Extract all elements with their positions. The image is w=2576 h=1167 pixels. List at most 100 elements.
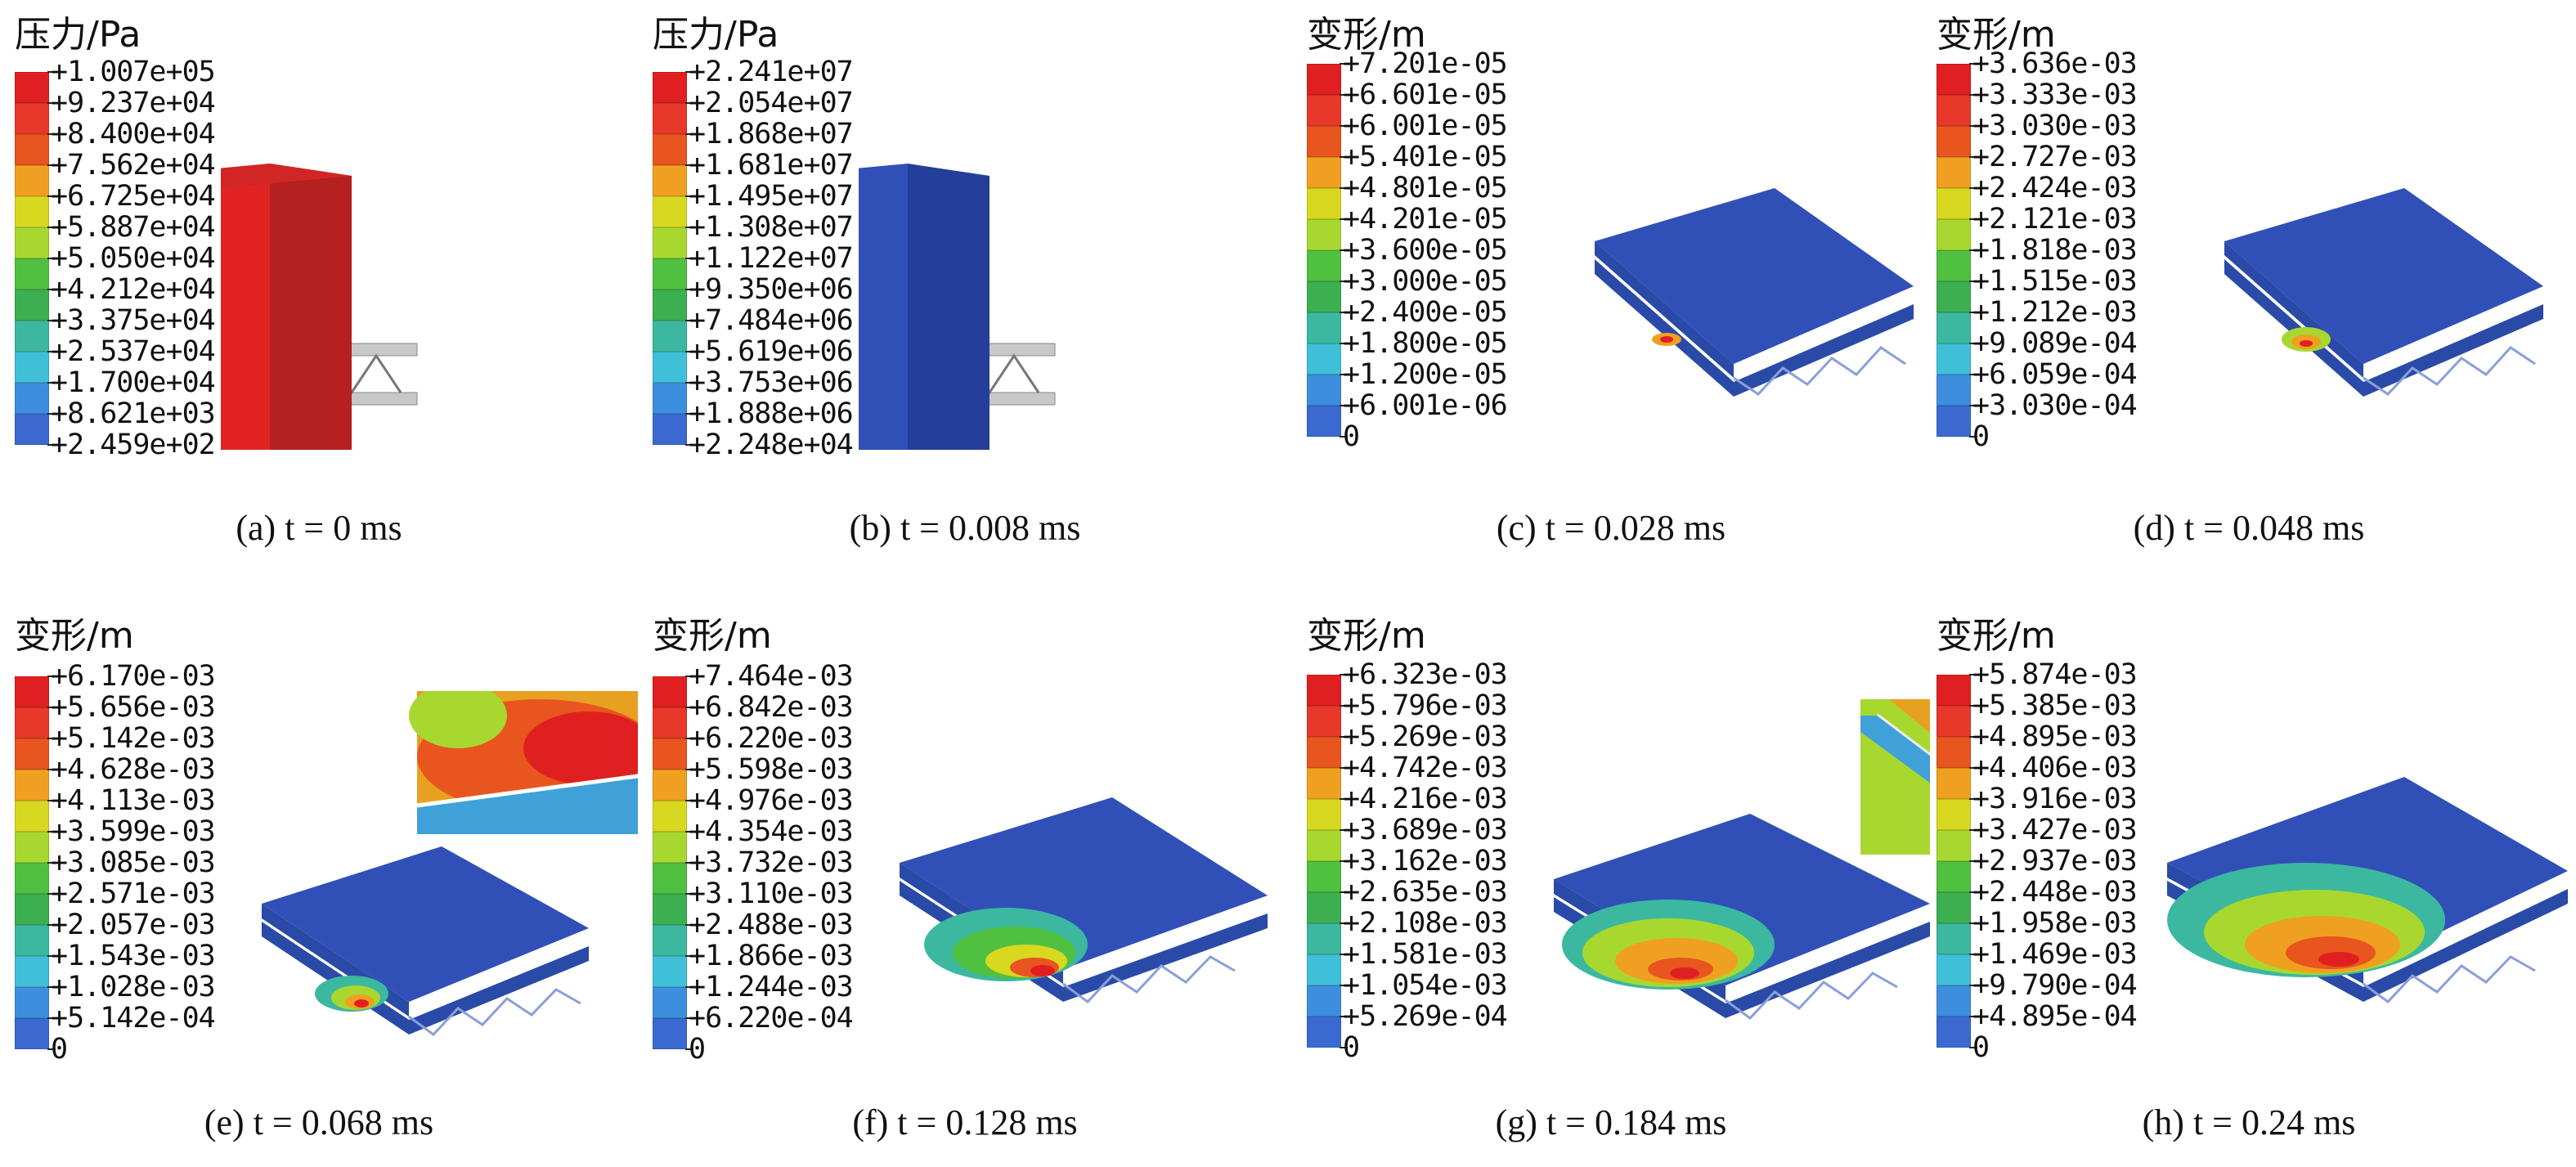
legend-tick-label: +4.895e-04 bbox=[1972, 1000, 2138, 1033]
legend-row: +3.030e-03 bbox=[1936, 110, 2182, 157]
legend-tick-mark bbox=[1340, 63, 1348, 65]
legend-title: 压力/Pa bbox=[15, 14, 141, 56]
legend-color-swatch bbox=[1307, 281, 1341, 312]
legend-tick-label: +3.375e+04 bbox=[51, 304, 216, 337]
legend-tick-label: +4.354e-03 bbox=[689, 815, 854, 848]
legend-tick-label: +4.801e-05 bbox=[1343, 172, 1508, 204]
legend-row: +3.753e+06 bbox=[653, 367, 898, 414]
legend-color-swatch bbox=[1936, 281, 1971, 312]
legend-row: +2.057e-03 bbox=[15, 909, 260, 956]
legend-tick-mark bbox=[1969, 985, 1977, 986]
legend-tick-label: +2.727e-03 bbox=[1972, 141, 2138, 173]
legend-tick-mark bbox=[685, 382, 693, 384]
legend-row: +3.599e-03 bbox=[15, 816, 260, 863]
legend-tick-mark bbox=[1969, 1016, 1977, 1017]
legend-row: +3.916e-03 bbox=[1936, 783, 2182, 830]
caption: (h) t = 0.24 ms bbox=[2142, 1102, 2356, 1142]
panel-h: 变形/m +5.874e-03 +5.385e-03 +4.895e-03 +4.40… bbox=[1922, 601, 2576, 1167]
legend-row: +6.725e+04 bbox=[15, 181, 260, 227]
legend-tick-mark bbox=[1969, 1047, 1977, 1048]
legend-tick-mark bbox=[1969, 218, 1977, 220]
legend-tick-mark bbox=[685, 862, 693, 864]
sandwich-plate-model bbox=[1595, 188, 1914, 397]
legend-row: +9.237e+04 bbox=[15, 88, 260, 134]
sandwich-plate-model bbox=[262, 691, 638, 1036]
legend-title: 变形/m bbox=[15, 615, 134, 657]
legend-tick-label: +2.241e+07 bbox=[689, 56, 854, 88]
legend-color-swatch bbox=[1307, 64, 1341, 95]
legend-row: +5.385e-03 bbox=[1936, 690, 2182, 737]
legend-tick-mark bbox=[1969, 705, 1977, 707]
legend-row: +5.887e+04 bbox=[15, 212, 260, 258]
legend-tick-mark bbox=[1969, 736, 1977, 738]
legend-color-swatch bbox=[653, 352, 687, 383]
legend-tick-mark bbox=[47, 738, 56, 739]
legend-row: +3.333e-03 bbox=[1936, 79, 2182, 126]
legend-color-swatch bbox=[653, 832, 687, 863]
legend-color-swatch bbox=[15, 258, 49, 290]
legend-color-swatch bbox=[1936, 406, 1971, 437]
legend-tick-mark bbox=[1969, 436, 1977, 438]
legend-color-swatch bbox=[653, 258, 687, 290]
legend-tick-mark bbox=[47, 924, 56, 926]
legend-tick-label: +5.401e-05 bbox=[1343, 141, 1508, 173]
legend-tick-mark bbox=[47, 195, 56, 197]
legend-tick-mark bbox=[1969, 829, 1977, 831]
legend-color-swatch bbox=[15, 352, 49, 383]
legend-row: +7.201e-05 bbox=[1307, 48, 1552, 95]
legend-tick-mark bbox=[1969, 674, 1977, 676]
legend-tick-label: +8.621e+03 bbox=[51, 397, 216, 430]
legend-color-swatch bbox=[15, 738, 49, 770]
sandwich-plate-model bbox=[1554, 699, 1930, 1020]
legend-color-swatch bbox=[653, 103, 687, 134]
legend-row: +3.000e-05 bbox=[1307, 266, 1552, 312]
legend-tick-mark bbox=[47, 71, 56, 73]
legend-row: +1.543e-03 bbox=[15, 940, 260, 987]
legend-color-swatch bbox=[15, 196, 49, 227]
legend-color-swatch bbox=[653, 134, 687, 165]
legend-tick-mark bbox=[685, 320, 693, 321]
caption: (d) t = 0.048 ms bbox=[2133, 508, 2365, 548]
legend-tick-mark bbox=[1340, 985, 1348, 986]
legend-color-swatch bbox=[1936, 64, 1971, 95]
legend-row: +4.976e-03 bbox=[653, 785, 898, 832]
legend-tick-mark bbox=[47, 893, 56, 895]
legend-tick-label: +5.050e+04 bbox=[51, 242, 216, 275]
legend-tick-label: +3.030e-04 bbox=[1972, 389, 2138, 422]
legend-color-swatch bbox=[1307, 188, 1341, 219]
panel-b: 压力/Pa +2.241e+07 +2.054e+07 +1.868e+07 +1.6… bbox=[638, 0, 1292, 572]
caption: (e) t = 0.068 ms bbox=[204, 1102, 434, 1142]
legend-tick-mark bbox=[47, 1048, 56, 1050]
panel-a: 压力/Pa +1.007e+05 +9.237e+04 +8.400e+04 +7.5… bbox=[0, 0, 638, 572]
legend-tick-label: +8.400e+04 bbox=[51, 118, 216, 150]
legend-tick-label: 0 bbox=[689, 1033, 706, 1066]
legend-row: +5.874e-03 bbox=[1936, 659, 2182, 706]
legend-tick-mark bbox=[1340, 705, 1348, 707]
legend-tick-mark bbox=[685, 924, 693, 926]
legend-row: +3.636e-03 bbox=[1936, 48, 2182, 95]
legend-color-swatch bbox=[1936, 892, 1971, 923]
legend-title: 变形/m bbox=[1307, 615, 1426, 657]
legend-tick-label: +6.220e-04 bbox=[689, 1002, 854, 1035]
legend-row: +4.354e-03 bbox=[653, 816, 898, 863]
legend-tick-label: +2.571e-03 bbox=[51, 877, 216, 910]
legend-color-swatch bbox=[15, 227, 49, 258]
legend-color-swatch bbox=[653, 770, 687, 801]
legend-tick-mark bbox=[1969, 922, 1977, 924]
legend-row: +1.888e+06 bbox=[653, 398, 898, 445]
legend-color-swatch bbox=[653, 894, 687, 925]
legend-color-swatch bbox=[15, 72, 49, 103]
legend-tick-mark bbox=[685, 955, 693, 957]
legend-tick-mark bbox=[47, 133, 56, 135]
legend-tick-mark bbox=[47, 676, 56, 677]
legend-color-swatch bbox=[1936, 830, 1971, 861]
legend-color-swatch bbox=[15, 321, 49, 352]
legend-tick-mark bbox=[1340, 1016, 1348, 1017]
legend-tick-label: +1.212e-03 bbox=[1972, 296, 2138, 329]
legend-tick-label: +2.937e-03 bbox=[1972, 845, 2138, 877]
legend-tick-mark bbox=[1340, 343, 1348, 344]
legend-color-swatch bbox=[1936, 343, 1971, 375]
legend-tick-label: +1.469e-03 bbox=[1972, 938, 2138, 971]
legend-tick-label: +2.121e-03 bbox=[1972, 203, 2138, 236]
legend-tick-mark bbox=[685, 769, 693, 770]
